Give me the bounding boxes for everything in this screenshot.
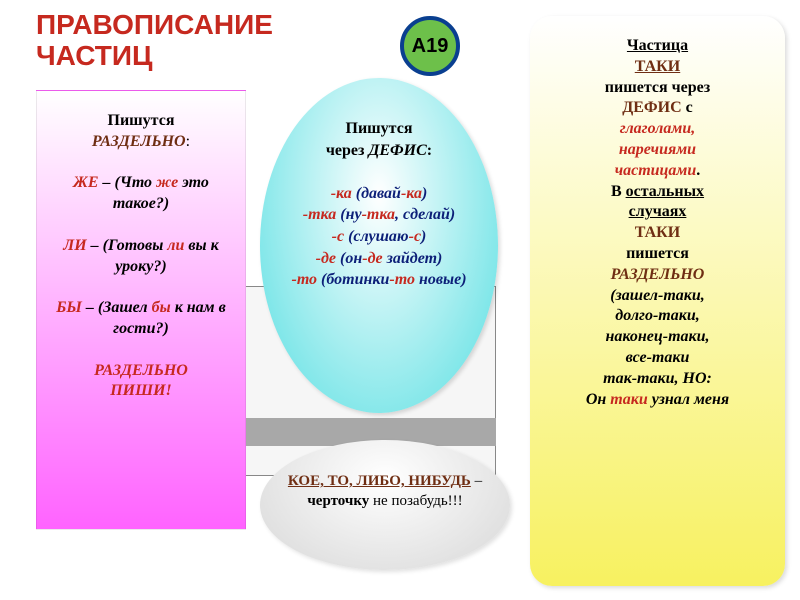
taki-t11: пишется [546, 244, 769, 265]
pink-head-1: Пишутся [51, 111, 231, 132]
pink-head-2: РАЗДЕЛЬНО: [51, 132, 231, 153]
hyphen-oval: Пишутся через ДЕФИС: -ка (давай-ка) -тка… [260, 78, 498, 413]
title-line-1: ПРАВОПИСАНИЕ [36, 10, 273, 41]
taki-t3: пишется через [546, 78, 769, 99]
pink-row-3: БЫ – (Зашел бы к нам в гости?) [51, 298, 231, 340]
mnemonic-oval: КОЕ, ТО, ЛИБО, НИБУДЬ – черточку не поза… [260, 440, 510, 570]
title-line-2: ЧАСТИЦ [36, 41, 273, 72]
taki-t1: Частица [546, 36, 769, 57]
taki-examples: (зашел-таки, долго-таки, наконец-таки, в… [546, 286, 769, 411]
taki-t12: РАЗДЕЛЬНО [546, 265, 769, 286]
a19-label: А19 [412, 35, 449, 58]
taki-t4: ДЕФИС с [546, 98, 769, 119]
pink-row-1: ЖЕ – (Что же это такое?) [51, 173, 231, 215]
taki-t5: глаголами, [546, 119, 769, 140]
taki-t7: частицами. [546, 161, 769, 182]
a19-badge: А19 [400, 16, 460, 76]
center-head-1: Пишутся [286, 118, 472, 140]
taki-t6: наречиями [546, 140, 769, 161]
page-title: ПРАВОПИСАНИЕ ЧАСТИЦ [36, 10, 273, 72]
pink-footer: РАЗДЕЛЬНО ПИШИ! [51, 361, 231, 403]
taki-box: Частица ТАКИ пишется через ДЕФИС с глаго… [530, 16, 785, 586]
center-head-2: через ДЕФИС: [286, 140, 472, 162]
taki-t10: ТАКИ [546, 223, 769, 244]
pink-row-2: ЛИ – (Готовы ли вы к уроку?) [51, 236, 231, 278]
mnemonic-line2: черточку не позабудь!!! [282, 492, 488, 512]
taki-t9: случаях [546, 202, 769, 223]
center-list: -ка (давай-ка) -тка (ну-тка, сделай) -с … [286, 183, 472, 291]
mnemonic-keywords: КОЕ, ТО, ЛИБО, НИБУДЬ [288, 473, 471, 489]
separate-writing-box: Пишутся РАЗДЕЛЬНО: ЖЕ – (Что же это тако… [36, 90, 246, 530]
taki-t2: ТАКИ [546, 57, 769, 78]
taki-t8: В остальных [546, 182, 769, 203]
